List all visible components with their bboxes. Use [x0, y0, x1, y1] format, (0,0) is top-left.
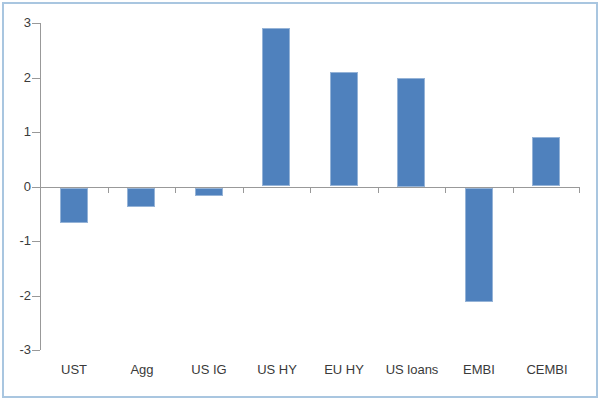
bar-eu-hy: [330, 72, 358, 186]
y-axis-tick-label: 1: [0, 124, 31, 140]
x-axis-category-label: EU HY: [310, 362, 378, 378]
y-axis-tick: [32, 241, 40, 242]
x-axis-tick: [243, 187, 244, 193]
x-axis-tick: [378, 187, 379, 193]
y-axis-tick: [32, 78, 40, 79]
x-axis-category-label: US IG: [175, 362, 243, 378]
bar-chart: 3 2 1 0 -1 -2 -3 USTAggUS IGUS HYEU HYUS loans…: [0, 0, 600, 400]
x-axis-category-label: EMBI: [445, 362, 513, 378]
x-axis-tick: [108, 187, 109, 193]
y-axis-tick-label: 3: [0, 15, 31, 31]
x-axis-tick: [310, 187, 311, 193]
x-axis-category-label: US HY: [243, 362, 311, 378]
bar-embi: [465, 188, 493, 302]
y-axis-tick-label: -2: [0, 288, 31, 304]
y-axis-tick: [32, 296, 40, 297]
bar-us-loans: [397, 78, 425, 187]
y-axis-tick-label: 2: [0, 70, 31, 86]
y-axis-tick: [32, 132, 40, 133]
x-axis-tick: [579, 187, 580, 193]
x-axis-category-label: UST: [40, 362, 108, 378]
bar-cembi: [532, 137, 560, 186]
plot-area: [40, 23, 580, 350]
bar-agg: [127, 188, 155, 207]
x-axis-labels: USTAggUS IGUS HYEU HYUS loansEMBICEMBI: [0, 362, 600, 380]
bar-us-hy: [262, 28, 290, 186]
x-axis-tick: [40, 187, 41, 193]
x-axis-tick: [445, 187, 446, 193]
bar-us-ig: [195, 188, 223, 196]
x-axis-category-label: Agg: [108, 362, 176, 378]
y-axis-tick: [32, 187, 40, 188]
y-axis-tick-label: -1: [0, 233, 31, 249]
y-axis-tick: [32, 350, 40, 351]
x-axis-category-label: US loans: [378, 362, 446, 378]
y-axis-tick: [32, 23, 40, 24]
bar-ust: [60, 188, 88, 223]
x-axis-tick: [175, 187, 176, 193]
x-axis-tick: [513, 187, 514, 193]
y-axis-tick-label: -3: [0, 342, 31, 358]
y-axis-tick-label: 0: [0, 179, 31, 195]
x-axis-category-label: CEMBI: [513, 362, 581, 378]
